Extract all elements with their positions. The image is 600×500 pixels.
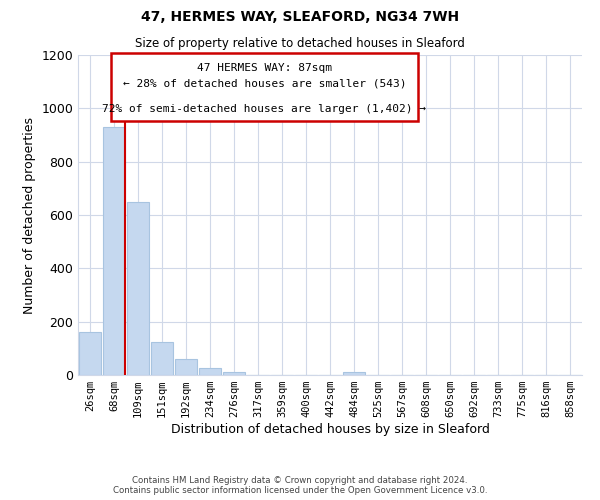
Bar: [127, 202, 149, 375]
FancyBboxPatch shape: [111, 54, 418, 120]
Bar: [223, 372, 245, 375]
Text: 72% of semi-detached houses are larger (1,402) →: 72% of semi-detached houses are larger (…: [103, 104, 427, 115]
Bar: [343, 372, 365, 375]
Bar: [175, 359, 197, 375]
Bar: [103, 127, 125, 375]
X-axis label: Distribution of detached houses by size in Sleaford: Distribution of detached houses by size …: [170, 423, 490, 436]
Bar: [79, 332, 101, 375]
Text: 47 HERMES WAY: 87sqm: 47 HERMES WAY: 87sqm: [197, 63, 332, 73]
Text: Contains HM Land Registry data © Crown copyright and database right 2024.
Contai: Contains HM Land Registry data © Crown c…: [113, 476, 487, 495]
Text: ← 28% of detached houses are smaller (543): ← 28% of detached houses are smaller (54…: [123, 79, 406, 89]
Text: 47, HERMES WAY, SLEAFORD, NG34 7WH: 47, HERMES WAY, SLEAFORD, NG34 7WH: [141, 10, 459, 24]
Text: Size of property relative to detached houses in Sleaford: Size of property relative to detached ho…: [135, 38, 465, 51]
Bar: [151, 342, 173, 375]
Bar: [199, 368, 221, 375]
Y-axis label: Number of detached properties: Number of detached properties: [23, 116, 36, 314]
